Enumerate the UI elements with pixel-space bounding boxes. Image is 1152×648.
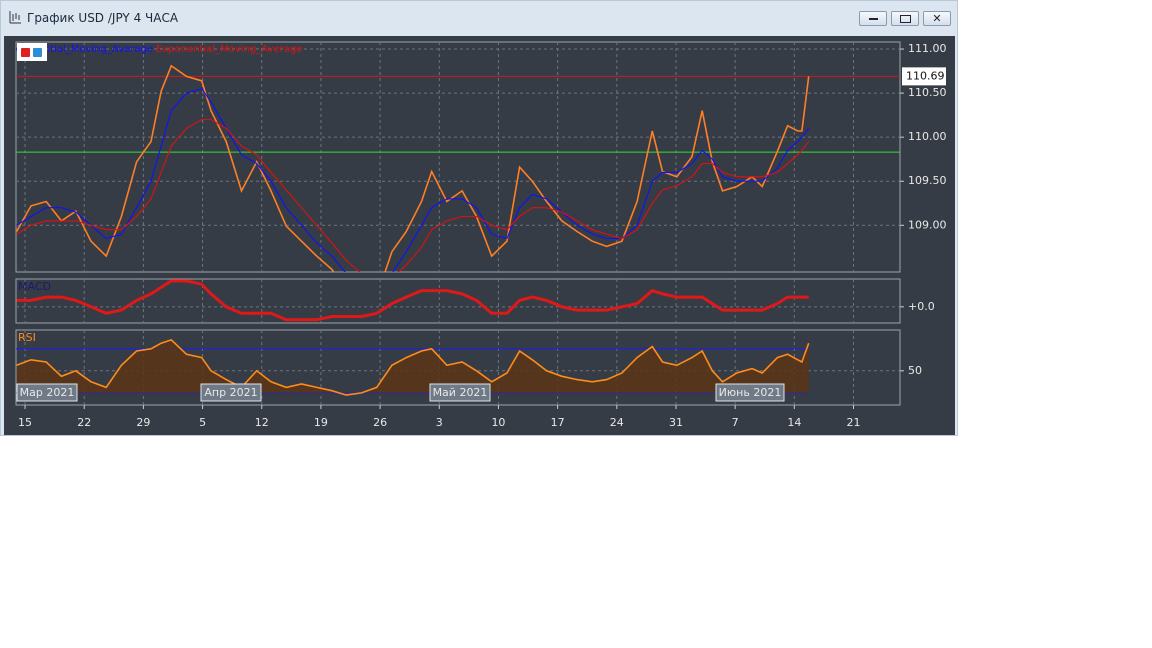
chart-area: Exponential_Moving_AverageExponential_Mo… bbox=[4, 36, 955, 435]
y-tick-label: 110.50 bbox=[908, 86, 947, 99]
x-tick-label: 19 bbox=[314, 416, 328, 429]
maximize-button[interactable] bbox=[891, 11, 919, 26]
window-title: График USD /JPY 4 ЧАСА bbox=[27, 11, 178, 25]
x-tick-label: 15 bbox=[18, 416, 32, 429]
panel-title: RSI bbox=[18, 331, 36, 344]
app-icon bbox=[8, 10, 22, 24]
x-tick-label: 17 bbox=[551, 416, 565, 429]
y-tick-label: 111.00 bbox=[908, 42, 947, 55]
y-tick-label: 109.50 bbox=[908, 174, 947, 187]
window: График USD /JPY 4 ЧАСА ✕ Exponential_Mov… bbox=[0, 0, 958, 436]
month-label: Мар 2021 bbox=[20, 386, 75, 399]
y-tick-label: +0.0 bbox=[908, 300, 935, 313]
close-button[interactable]: ✕ bbox=[923, 11, 951, 26]
x-tick-label: 3 bbox=[436, 416, 443, 429]
legend-icon bbox=[33, 48, 42, 57]
x-tick-label: 29 bbox=[136, 416, 150, 429]
minimize-button[interactable] bbox=[859, 11, 887, 26]
month-label: Июнь 2021 bbox=[719, 386, 782, 399]
x-tick-label: 14 bbox=[787, 416, 801, 429]
month-label: Май 2021 bbox=[433, 386, 488, 399]
x-tick-label: 10 bbox=[491, 416, 505, 429]
y-tick-label: 50 bbox=[908, 364, 922, 377]
x-tick-label: 12 bbox=[255, 416, 269, 429]
x-tick-label: 22 bbox=[77, 416, 91, 429]
y-tick-label: 110.00 bbox=[908, 130, 947, 143]
last-price-label: 110.69 bbox=[906, 69, 945, 82]
x-tick-label: 26 bbox=[373, 416, 387, 429]
x-tick-label: 31 bbox=[669, 416, 683, 429]
legend-icon bbox=[21, 48, 30, 57]
x-tick-label: 24 bbox=[610, 416, 624, 429]
y-tick-label: 109.00 bbox=[908, 218, 947, 231]
panel-title: MACD bbox=[18, 280, 51, 293]
x-tick-label: 21 bbox=[847, 416, 861, 429]
month-label: Апр 2021 bbox=[204, 386, 257, 399]
x-tick-label: 5 bbox=[199, 416, 206, 429]
x-tick-label: 7 bbox=[732, 416, 739, 429]
legend-entry: Exponential_Moving_Average bbox=[156, 44, 302, 55]
